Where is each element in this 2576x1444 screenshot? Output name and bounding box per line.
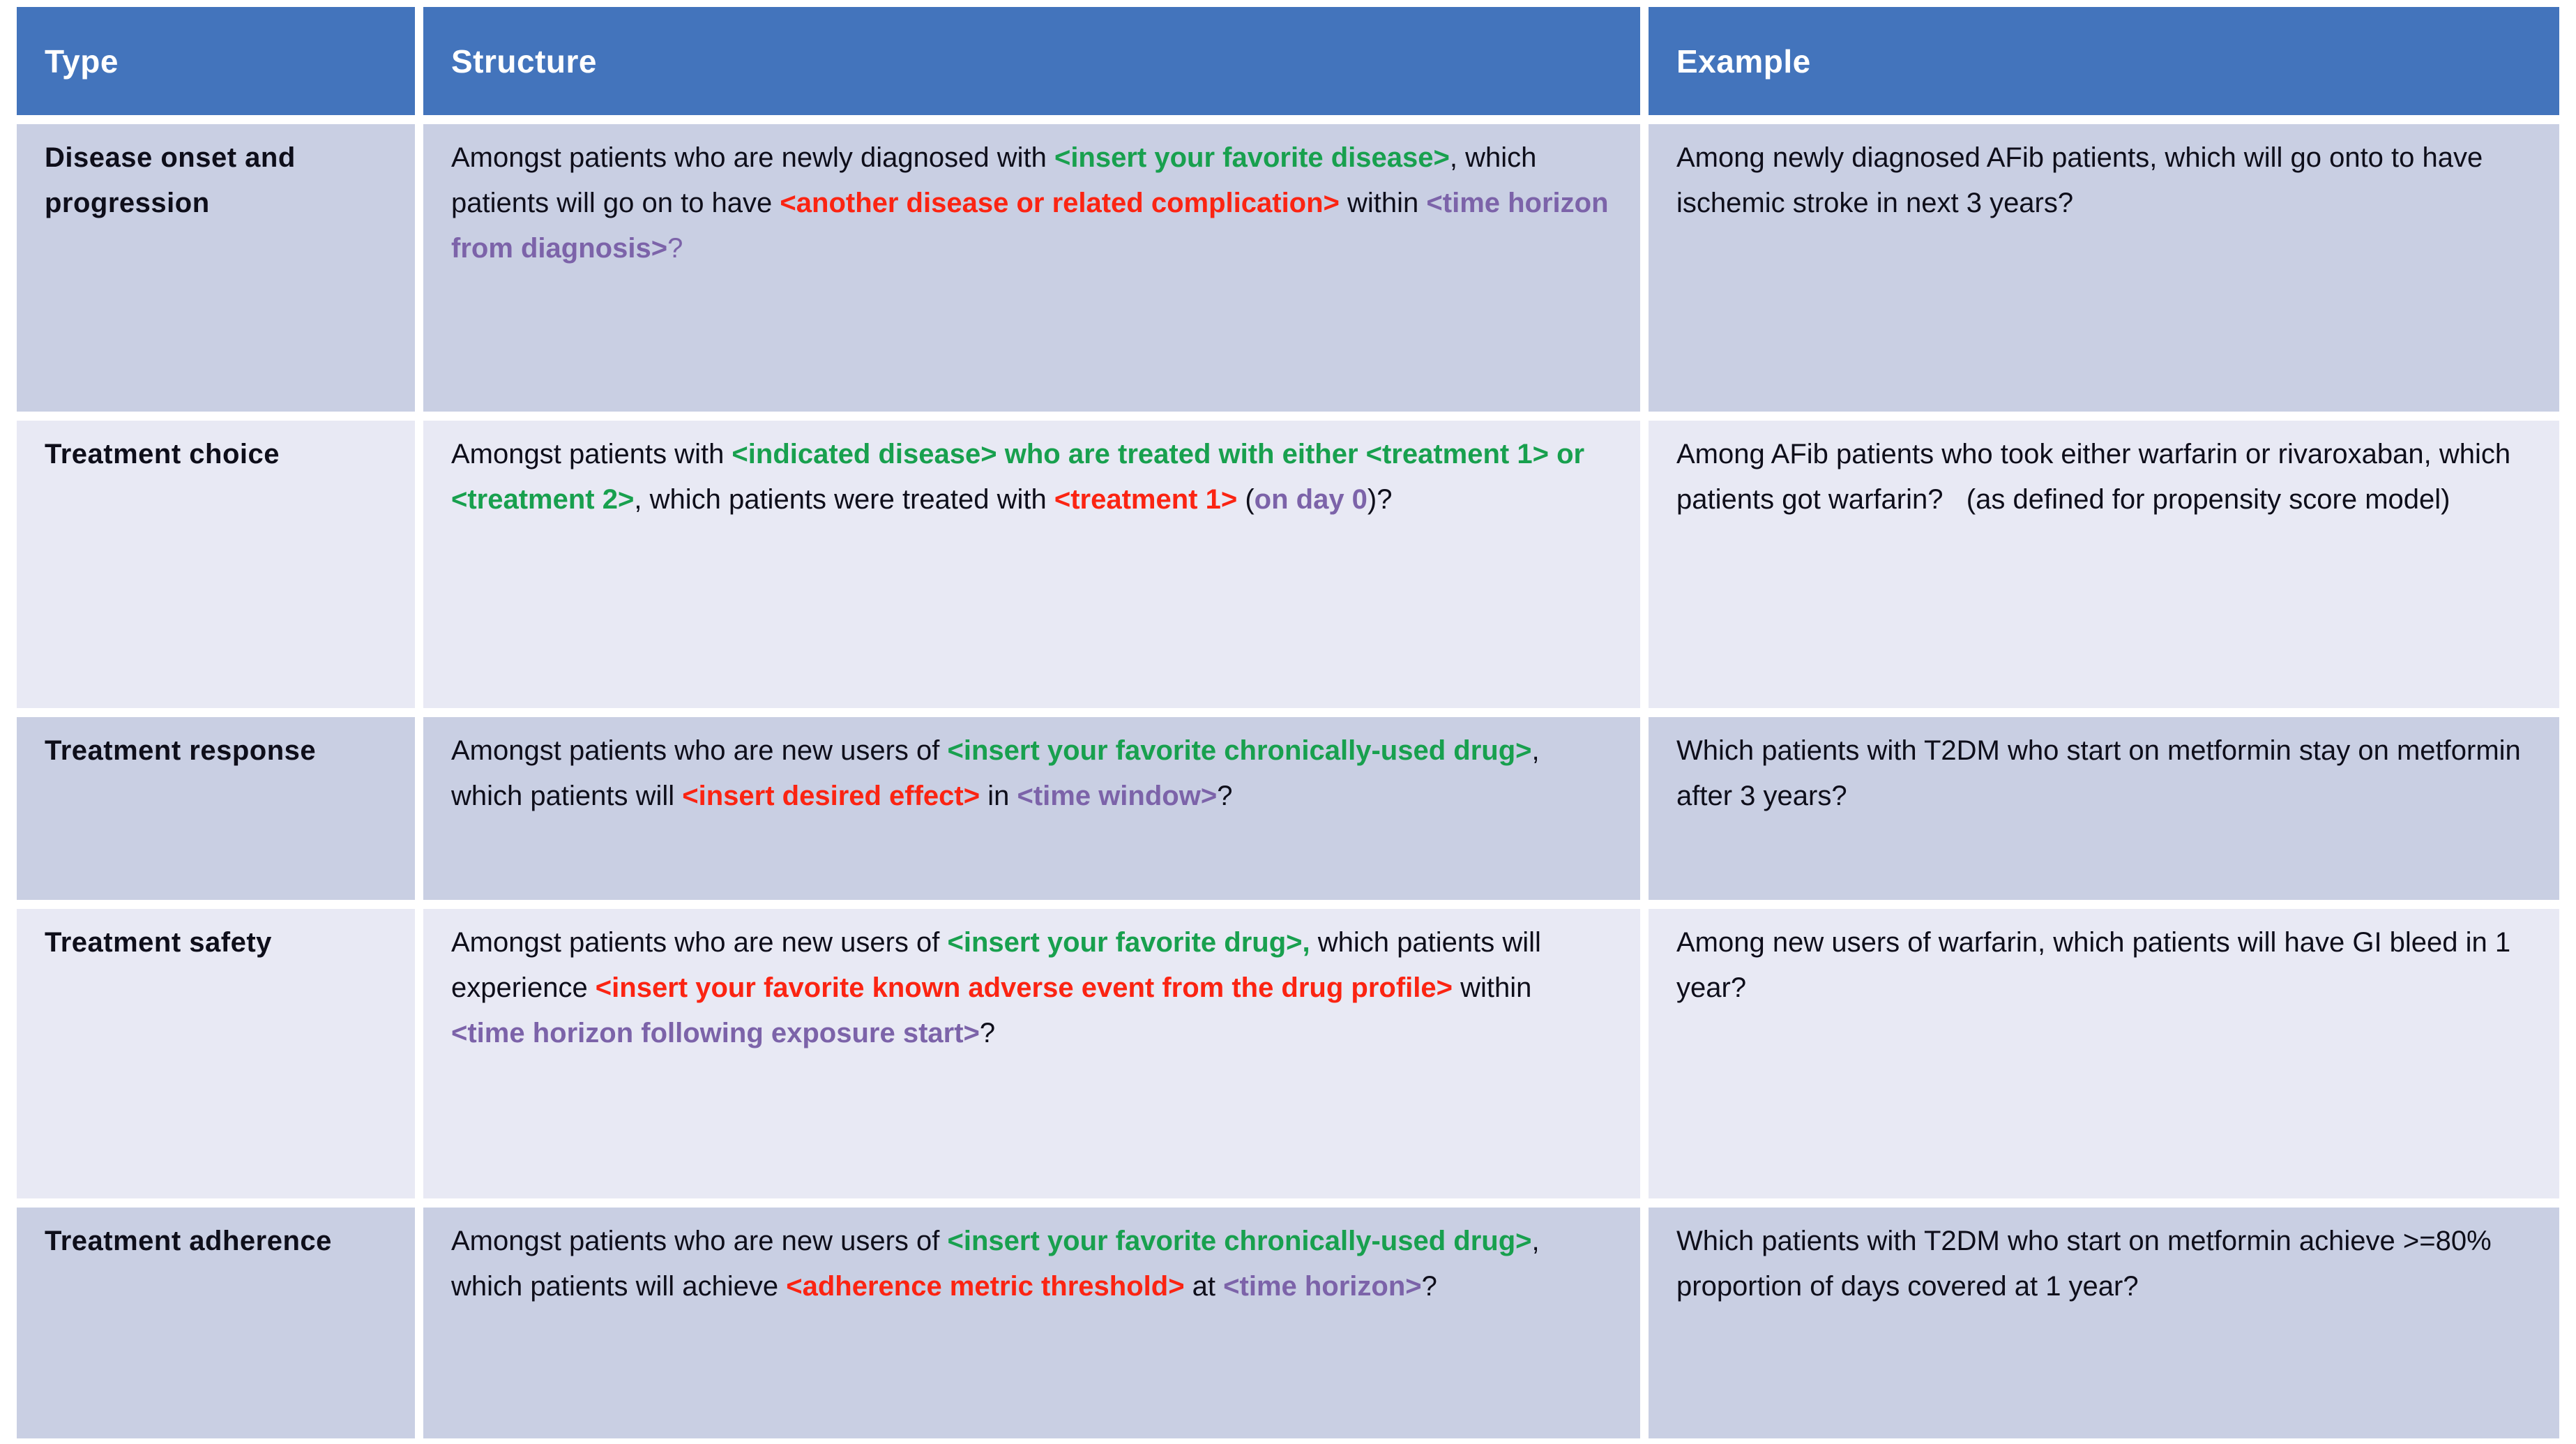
structure-segment-purple: ? xyxy=(667,232,683,264)
structure-segment-black: ( xyxy=(1237,483,1255,515)
structure-segment-black: within xyxy=(1339,187,1427,218)
structure-cell-disease-onset: Amongst patients who are newly diagnosed… xyxy=(423,124,1640,412)
structure-segment-purple: <time horizon following exposure start> xyxy=(451,1017,980,1048)
structure-segment-red: <insert desired effect> xyxy=(682,780,980,811)
structure-cell-treatment-response: Amongst patients who are new users of <i… xyxy=(423,717,1640,900)
column-header-type: Type xyxy=(17,7,415,115)
column-header-structure: Structure xyxy=(423,7,1640,115)
structure-segment-green: <indicated disease> who are treated with… xyxy=(451,439,1585,515)
type-cell-treatment-safety: Treatment safety xyxy=(17,909,415,1198)
structure-segment-purple: on day 0 xyxy=(1254,483,1367,515)
structure-segment-green: <insert your favorite chronically-used d… xyxy=(947,1226,1532,1256)
type-cell-treatment-adherence: Treatment adherence xyxy=(17,1208,415,1438)
structure-segment-purple: <time horizon> xyxy=(1223,1270,1422,1302)
structure-segment-black: which patients will experience xyxy=(451,927,1541,1003)
structure-segment-green: <insert your favorite chronically-used d… xyxy=(947,735,1532,766)
question-types-table: Type Structure Example Disease onset and… xyxy=(17,7,2559,1438)
column-header-example: Example xyxy=(1649,7,2559,115)
example-cell-treatment-adherence: Which patients with T2DM who start on me… xyxy=(1649,1208,2559,1438)
structure-segment-black: , which patients will xyxy=(451,735,1540,811)
structure-segment-black: Amongst patients with xyxy=(451,439,732,469)
structure-segment-red: <adherence metric threshold> xyxy=(786,1270,1185,1302)
example-cell-treatment-choice: Among AFib patients who took either warf… xyxy=(1649,421,2559,708)
structure-segment-black: , which patients were treated with xyxy=(634,483,1054,515)
structure-segment-green: <insert your favorite disease> xyxy=(1054,142,1450,173)
type-cell-disease-onset: Disease onset and progression xyxy=(17,124,415,412)
structure-segment-black: ? xyxy=(1421,1270,1437,1302)
structure-segment-black: in xyxy=(980,780,1017,811)
structure-segment-black: Amongst patients who are newly diagnosed… xyxy=(451,142,1054,173)
structure-segment-red: <treatment 1> xyxy=(1054,483,1238,515)
type-cell-treatment-choice: Treatment choice xyxy=(17,421,415,708)
structure-segment-black: Amongst patients who are new users of xyxy=(451,1226,948,1256)
column-header-example-label: Example xyxy=(1676,43,1811,80)
structure-segment-black: ? xyxy=(1217,780,1233,811)
example-cell-treatment-response: Which patients with T2DM who start on me… xyxy=(1649,717,2559,900)
structure-segment-black: Amongst patients who are new users of xyxy=(451,927,948,958)
column-header-type-label: Type xyxy=(45,43,119,80)
type-cell-treatment-response: Treatment response xyxy=(17,717,415,900)
structure-segment-black: within xyxy=(1453,972,1532,1003)
structure-segment-black: ? xyxy=(979,1017,996,1048)
structure-segment-black: at xyxy=(1184,1270,1224,1302)
structure-segment-red: <another disease or related complication… xyxy=(780,187,1340,218)
structure-segment-black: , which patients will achieve xyxy=(451,1226,1540,1302)
structure-cell-treatment-adherence: Amongst patients who are new users of <i… xyxy=(423,1208,1640,1438)
structure-segment-black: , which patients will go on to have xyxy=(451,142,1537,218)
example-cell-disease-onset: Among newly diagnosed AFib patients, whi… xyxy=(1649,124,2559,412)
structure-cell-treatment-choice: Amongst patients with <indicated disease… xyxy=(423,421,1640,708)
structure-segment-purple: <time window> xyxy=(1017,780,1218,811)
structure-segment-black: Amongst patients who are new users of xyxy=(451,735,948,766)
structure-segment-purple: <time horizon from diagnosis> xyxy=(451,187,1609,264)
structure-segment-red: <insert your favorite known adverse even… xyxy=(595,972,1453,1003)
structure-segment-green: <insert your favorite drug>, xyxy=(947,927,1310,958)
example-cell-treatment-safety: Among new users of warfarin, which patie… xyxy=(1649,909,2559,1198)
column-header-structure-label: Structure xyxy=(451,43,597,80)
structure-cell-treatment-safety: Amongst patients who are new users of <i… xyxy=(423,909,1640,1198)
structure-segment-black: )? xyxy=(1367,483,1393,515)
